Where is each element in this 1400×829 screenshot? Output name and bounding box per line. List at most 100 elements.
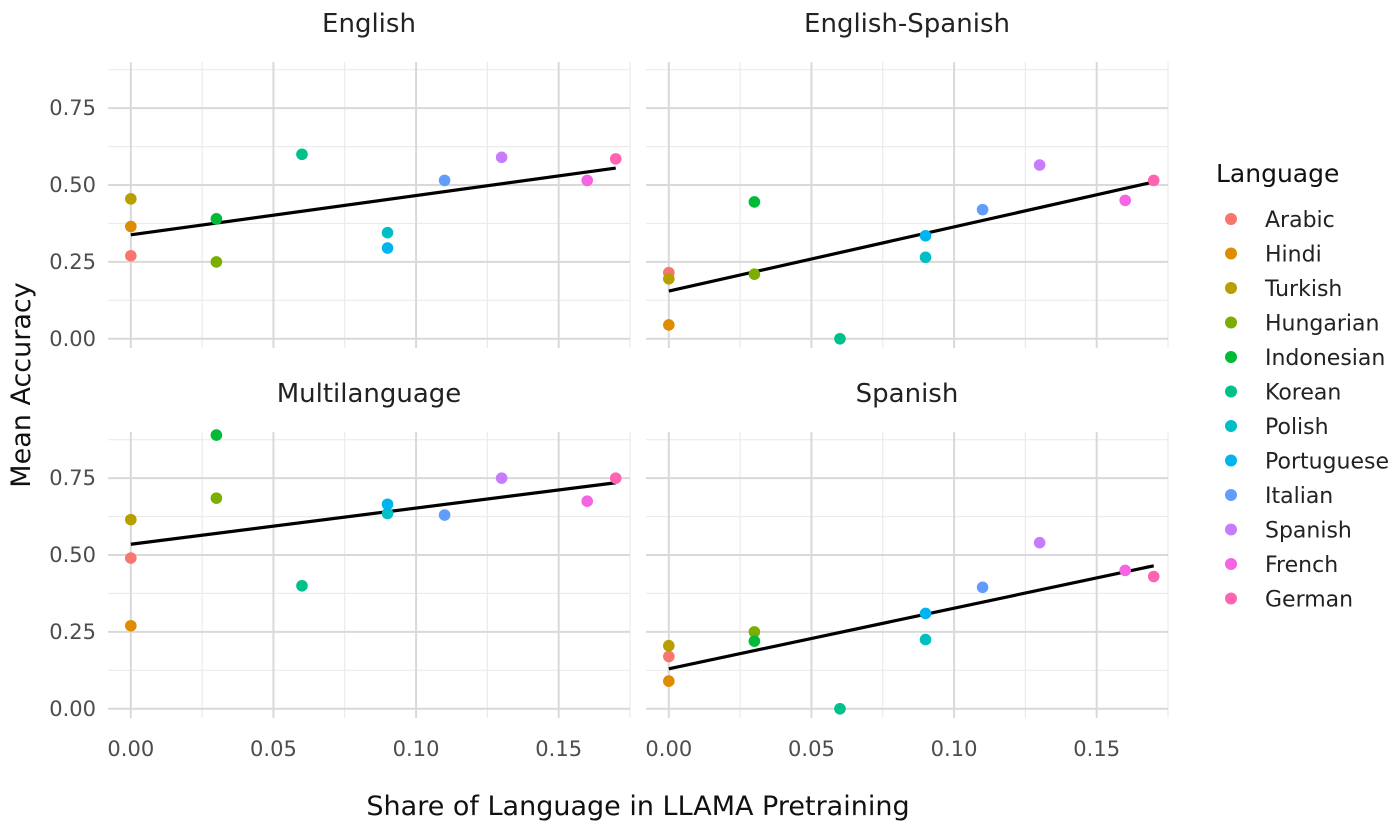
- point-korean: [834, 702, 846, 715]
- x-tick-label: 0.15: [1073, 737, 1120, 761]
- point-polish: [381, 226, 394, 239]
- point-portuguese: [381, 498, 394, 511]
- point-korean: [296, 148, 308, 161]
- panel-background: [108, 62, 630, 348]
- x-tick-label: 0.00: [645, 737, 692, 761]
- panel-spanish: Spanish 0.00 0.05 0.10 0.15: [645, 379, 1169, 761]
- point-french: [1119, 194, 1132, 207]
- y-tick-label: 0.50: [49, 173, 96, 197]
- point-arabic: [125, 552, 137, 564]
- legend-title: Language: [1216, 159, 1339, 188]
- panel-title: Multilanguage: [277, 379, 462, 409]
- point-turkish: [663, 273, 675, 285]
- point-portuguese: [919, 607, 932, 620]
- point-turkish: [125, 193, 137, 205]
- y-tick-label: 0.75: [49, 466, 96, 490]
- point-hungarian: [210, 492, 223, 504]
- point-indonesian: [210, 429, 223, 441]
- trend-line: [668, 564, 1155, 671]
- legend-label-german: German: [1265, 588, 1353, 613]
- point-polish: [919, 251, 932, 264]
- x-tick-label: 0.00: [107, 737, 154, 761]
- x-tick-label: 0.05: [788, 737, 835, 761]
- point-indonesian: [210, 213, 223, 225]
- panel-title: English-Spanish: [804, 9, 1010, 39]
- legend-label-turkish: Turkish: [1264, 277, 1342, 302]
- point-spanish: [1033, 159, 1046, 171]
- legend-label-french: French: [1265, 553, 1338, 578]
- point-korean: [296, 579, 308, 592]
- point-indonesian: [748, 196, 761, 208]
- trend-line: [130, 166, 616, 237]
- legend-key-polish: [1225, 420, 1237, 432]
- legend-label-arabic: Arabic: [1265, 208, 1335, 233]
- point-german: [609, 472, 622, 484]
- point-turkish: [663, 639, 675, 652]
- legend-key-arabic: [1225, 213, 1237, 225]
- point-german: [1147, 174, 1160, 187]
- panel-multilanguage: Multilanguage 0.00 0.25 0.50 0.75 0.00 0.05 0.1…: [49, 379, 631, 761]
- panel-background: [108, 432, 630, 718]
- point-hungarian: [748, 268, 761, 280]
- legend-key-turkish: [1225, 282, 1237, 294]
- legend: Language Arabic Hindi Turkish Hungarian Indo…: [1216, 159, 1389, 613]
- point-hindi: [663, 675, 675, 687]
- point-italian: [976, 203, 989, 216]
- x-tick-label: 0.10: [931, 737, 978, 761]
- panel-background: [646, 432, 1168, 718]
- point-polish: [919, 633, 932, 646]
- legend-label-portuguese: Portuguese: [1265, 450, 1389, 475]
- trend-line: [130, 481, 616, 546]
- panel-background: [646, 62, 1168, 348]
- legend-label-korean: Korean: [1265, 381, 1341, 406]
- legend-label-polish: Polish: [1265, 415, 1329, 440]
- point-hindi: [663, 319, 675, 331]
- legend-key-korean: [1225, 385, 1237, 398]
- point-arabic: [663, 650, 675, 663]
- y-tick-label: 0.00: [49, 697, 96, 721]
- point-turkish: [125, 513, 137, 526]
- point-french: [1119, 564, 1132, 577]
- point-spanish: [495, 472, 508, 484]
- point-hindi: [125, 619, 137, 632]
- point-indonesian: [748, 635, 761, 647]
- legend-label-hindi: Hindi: [1265, 243, 1322, 268]
- panel-english: English 0.00 0.25 0.50 0.75: [49, 9, 631, 351]
- legend-key-portuguese: [1225, 454, 1237, 467]
- point-portuguese: [919, 229, 932, 242]
- y-tick-label: 0.25: [49, 250, 96, 274]
- y-tick-label: 0.75: [49, 96, 96, 120]
- point-portuguese: [381, 242, 394, 254]
- y-tick-label: 0.50: [49, 543, 96, 567]
- point-spanish: [495, 151, 508, 164]
- x-axis-title: Share of Language in LLAMA Pretraining: [366, 791, 909, 822]
- legend-key-hindi: [1225, 247, 1237, 260]
- point-hungarian: [748, 626, 761, 638]
- point-german: [609, 153, 622, 165]
- panel-english-spanish: English-Spanish: [646, 9, 1169, 348]
- x-tick-label: 0.10: [393, 737, 440, 761]
- point-hindi: [125, 220, 137, 233]
- y-tick-label: 0.00: [49, 327, 96, 351]
- y-axis-title: Mean Accuracy: [6, 282, 37, 487]
- point-italian: [438, 174, 451, 187]
- point-french: [581, 174, 594, 187]
- x-tick-label: 0.15: [535, 737, 582, 761]
- legend-key-hungarian: [1225, 316, 1237, 329]
- point-arabic: [125, 249, 137, 262]
- point-spanish: [1033, 536, 1046, 549]
- point-hungarian: [210, 256, 223, 268]
- panels: English 0.00 0.25 0.50 0.75 English-Spanish Mu…: [49, 9, 1169, 761]
- point-french: [581, 495, 594, 507]
- legend-label-spanish: Spanish: [1265, 519, 1352, 544]
- point-korean: [834, 332, 846, 345]
- panel-title: Spanish: [856, 379, 959, 409]
- y-tick-label: 0.25: [49, 620, 96, 644]
- point-polish: [381, 507, 394, 520]
- legend-key-spanish: [1225, 523, 1237, 536]
- point-italian: [438, 509, 451, 521]
- legend-key-italian: [1225, 489, 1237, 501]
- panel-title: English: [322, 9, 416, 39]
- legend-label-hungarian: Hungarian: [1265, 312, 1379, 337]
